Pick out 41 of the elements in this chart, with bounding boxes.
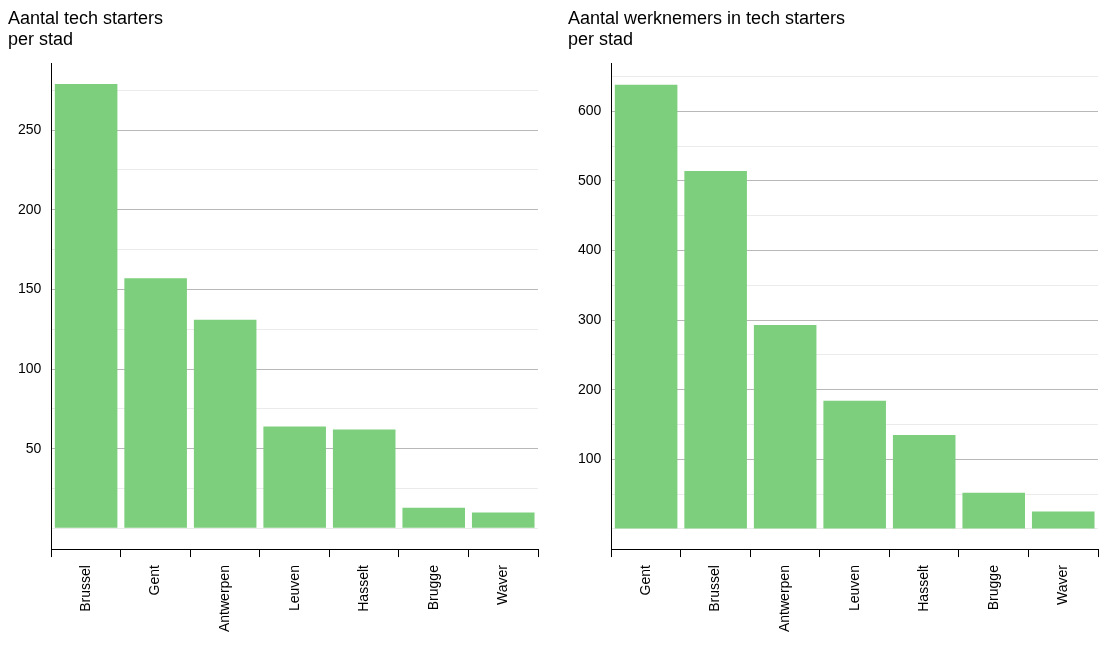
x-tick-label: Hasselt	[915, 564, 932, 612]
y-tick-label: 200	[18, 200, 42, 217]
y-tick-label: 200	[578, 380, 602, 397]
y-tick-label: 100	[18, 359, 42, 376]
x-tick-label: Antwerpen	[216, 565, 233, 633]
x-tick-label: Brugge	[424, 564, 441, 611]
bar	[124, 278, 187, 528]
x-tick-label: Antwerpen	[776, 565, 793, 633]
chart-title: Aantal tech starters per stad	[8, 7, 164, 50]
x-tick-label: Brugge	[984, 564, 1001, 611]
y-tick-label: 50	[25, 439, 42, 456]
bar	[684, 171, 747, 529]
bar	[614, 84, 678, 529]
bar	[332, 429, 396, 528]
y-tick-label: 300	[578, 310, 602, 327]
x-tick-label: Gent	[146, 564, 163, 596]
x-tick-label: Waver	[1054, 564, 1071, 606]
y-tick-label: 150	[18, 280, 42, 297]
bar	[471, 512, 535, 528]
y-tick-label: 400	[578, 241, 602, 258]
bar	[1031, 511, 1095, 529]
y-tick-label: 600	[578, 102, 602, 119]
x-tick-label: Leuven	[845, 565, 862, 612]
y-tick-label: 500	[578, 171, 602, 188]
y-tick-label: 100	[578, 450, 602, 467]
x-tick-label: Leuven	[285, 565, 302, 612]
bar	[753, 324, 817, 529]
bar	[193, 319, 257, 528]
bar	[263, 426, 326, 528]
chart-title: Aantal werknemers in tech starters per stad	[568, 7, 846, 50]
x-tick-label: Hasselt	[355, 564, 372, 612]
bar	[892, 434, 956, 529]
x-tick-label: Brussel	[76, 565, 93, 612]
x-tick-label: Brussel	[706, 565, 723, 612]
bar	[402, 507, 465, 528]
x-tick-label: Gent	[636, 564, 653, 596]
bar	[54, 83, 118, 528]
bar	[823, 400, 886, 529]
bar	[962, 492, 1025, 529]
x-tick-label: Waver	[494, 564, 511, 606]
y-tick-label: 250	[18, 120, 42, 137]
